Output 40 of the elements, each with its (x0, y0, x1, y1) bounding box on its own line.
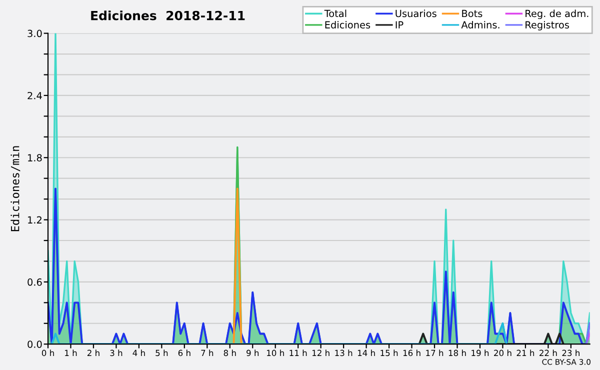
x-tick-label: 3 h (110, 350, 122, 356)
y-tick-label: 2.4 (28, 92, 42, 100)
x-tick-label: 2 h (87, 350, 100, 356)
x-tick-label: 19 h (472, 350, 489, 356)
x-tick-label: 15 h (380, 350, 398, 356)
x-tick-label: 16 h (403, 350, 420, 356)
legend-label: Registros (526, 20, 570, 30)
x-tick-label: 8 h (224, 350, 236, 356)
x-tick-label: 22 h (540, 350, 557, 356)
x-tick-label: 18 h (448, 350, 466, 356)
x-tick-label: 11 h (290, 350, 307, 356)
y-tick-label: 1.8 (28, 154, 42, 162)
x-tick-label: 7 h (201, 350, 214, 356)
x-tick-label: 20 h (494, 350, 512, 356)
x-tick-label: 10 h (267, 350, 284, 356)
x-tick-label: 1 h (65, 350, 77, 356)
legend-label: Bots (462, 10, 482, 18)
x-tick-label: 14 h (358, 350, 375, 356)
x-tick-label: 21 h (516, 350, 534, 356)
legend-label: Ediciones (325, 20, 370, 29)
x-tick-label: 0 h (42, 350, 54, 356)
legend-label: Admins. (461, 20, 500, 29)
legend-label: Total (324, 10, 346, 18)
x-tick-label: 23 h (562, 350, 580, 356)
x-tick-label: 12 h (312, 350, 330, 356)
chart-title: Ediciones 2018-12-11 (91, 10, 245, 20)
x-tick-label: 4 h (132, 350, 145, 356)
y-tick-label: 0.6 (28, 278, 42, 286)
legend-label: Reg. de adm. (526, 10, 588, 20)
legend-label: Usuarios (396, 10, 436, 18)
y-tick-label: 0.0 (28, 340, 42, 348)
legend-label: IP (396, 21, 404, 28)
x-tick-label: 17 h (426, 350, 444, 356)
x-tick-label: 13 h (335, 350, 352, 356)
y-axis-title: Ediciones/min (10, 146, 20, 232)
y-tick-label: 3.0 (28, 30, 42, 38)
y-tick-label: 1.2 (28, 216, 42, 224)
x-tick-label: 6 h (178, 350, 190, 356)
x-tick-label: 5 h (156, 350, 168, 356)
x-tick-label: 9 h (246, 350, 259, 356)
